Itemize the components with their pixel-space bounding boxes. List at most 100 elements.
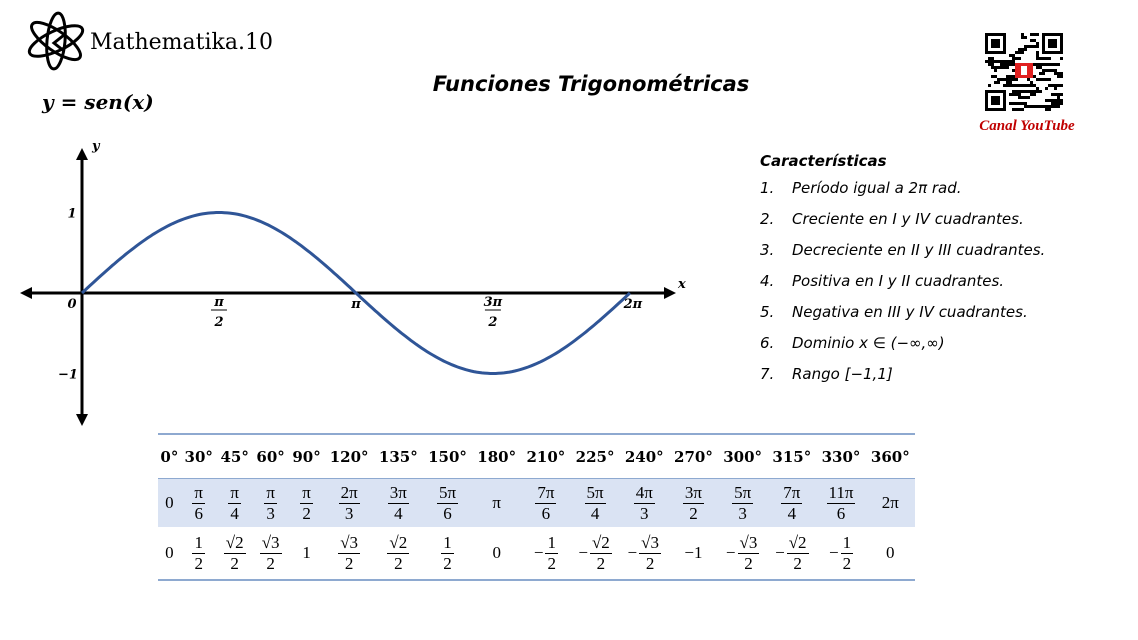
item-number: 2. xyxy=(760,210,775,228)
denominator: 2 xyxy=(230,553,239,573)
cell-value: −1 xyxy=(684,543,703,562)
radian-cell: 3π 4 xyxy=(373,478,423,527)
characteristics-list: Características 1. Período igual a 2π rad… xyxy=(760,152,1045,396)
numerator: √3 xyxy=(639,532,661,554)
numerator: π xyxy=(228,482,241,504)
item-number: 3. xyxy=(760,241,775,259)
youtube-channel-link[interactable]: Canal YouTube xyxy=(979,118,1075,134)
numerator: √3 xyxy=(338,532,361,554)
radian-cell: 5π 6 xyxy=(422,478,473,527)
fraction: √3 2 xyxy=(737,532,760,574)
fraction: 2π 3 xyxy=(338,483,360,524)
numerator: 4π xyxy=(633,482,655,504)
radian-cell: 3π 2 xyxy=(668,478,719,527)
cell-value: 0 xyxy=(165,543,174,562)
denominator: 2 xyxy=(842,553,852,573)
degree-cell: 225° xyxy=(570,433,620,479)
page-title: Funciones Trigonométricas xyxy=(432,72,750,96)
item-text: Positiva en I y II cuadrantes. xyxy=(792,272,1005,290)
sine-cell: 0 xyxy=(158,527,181,581)
radian-cell: 5π 3 xyxy=(718,478,768,527)
numerator: 7π xyxy=(535,482,557,504)
minus-sign: − xyxy=(828,543,839,562)
numerator: π xyxy=(264,482,277,504)
fraction: 5π 4 xyxy=(584,483,606,524)
degree-cell: 30° xyxy=(180,433,217,479)
characteristic-item: 1. Período igual a 2π rad. xyxy=(760,179,1045,210)
fraction: 7π 4 xyxy=(781,482,803,524)
item-text: Rango [−1,1] xyxy=(792,365,893,383)
brand-name: Mathematika.10 xyxy=(90,30,273,55)
numerator: 7π xyxy=(781,482,803,504)
degree-cell: 45° xyxy=(216,433,253,479)
denominator: 6 xyxy=(194,503,203,523)
fraction: √2 2 xyxy=(786,533,809,574)
characteristics-heading: Características xyxy=(760,152,887,170)
fraction: 5π 6 xyxy=(436,483,459,524)
characteristic-item: 2. Creciente en I y IV cuadrantes. xyxy=(760,210,1045,241)
degree-cell: 150° xyxy=(422,433,473,479)
sine-cell: √3 2 xyxy=(252,527,289,581)
denominator: 4 xyxy=(394,503,403,523)
item-text: Período igual a 2π rad. xyxy=(792,179,962,197)
fraction: √2 2 xyxy=(589,533,612,574)
atom-logo-icon xyxy=(27,11,85,71)
radian-cell: 5π 4 xyxy=(570,478,620,527)
x-tick-0: 0 xyxy=(67,297,76,312)
item-number: 6. xyxy=(760,334,775,352)
denominator: 2 xyxy=(194,553,203,573)
degree-cell: 0° xyxy=(158,433,181,479)
sine-cell: − √2 2 xyxy=(767,527,817,581)
numerator: π xyxy=(300,482,313,504)
minus-sign: − xyxy=(533,543,544,562)
denominator: 4 xyxy=(230,503,239,523)
x-tick-denominator: 2 xyxy=(213,315,223,330)
cell-value: 2π xyxy=(881,493,899,512)
x-tick-denominator: 2 xyxy=(487,315,497,330)
fraction: 4π 3 xyxy=(633,482,655,524)
numerator: 1 xyxy=(840,532,854,554)
function-formula: y = sen(x) xyxy=(42,90,154,114)
sine-cell: 0 xyxy=(865,527,915,581)
sine-cell: −1 2 xyxy=(816,527,866,581)
sine-curve xyxy=(80,211,631,375)
radian-cell: 4π 3 xyxy=(619,478,669,527)
x-axis-label: x xyxy=(677,277,686,292)
qr-code-icon[interactable] xyxy=(985,33,1063,111)
degree-cell: 330° xyxy=(816,433,866,479)
denominator: 6 xyxy=(443,503,452,523)
denominator: 2 xyxy=(645,553,655,573)
denominator: 2 xyxy=(689,503,698,523)
radian-cell: 2π 3 xyxy=(324,478,374,527)
characteristic-item: 5. Negativa en III y IV cuadrantes. xyxy=(760,303,1045,334)
item-text: Decreciente en II y III cuadrantes. xyxy=(792,241,1046,259)
sine-cell: − √3 2 xyxy=(619,527,669,581)
degree-cell: 180° xyxy=(472,433,522,479)
denominator: 2 xyxy=(793,553,802,573)
radian-cell: 0 xyxy=(158,478,181,527)
sine-cell: √2 2 xyxy=(216,527,253,581)
degree-cell: 90° xyxy=(288,433,325,479)
radian-cell: 7π 6 xyxy=(521,478,571,527)
numerator: √3 xyxy=(737,532,760,554)
denominator: 2 xyxy=(266,553,275,573)
numerator: 3π xyxy=(387,482,409,504)
denominator: 2 xyxy=(596,553,606,573)
x-axis-arrow-left xyxy=(20,287,32,299)
sine-cell: − √2 2 xyxy=(570,527,620,581)
degree-cell: 135° xyxy=(373,433,423,479)
fraction: 7π 6 xyxy=(535,482,557,524)
cell-value: 0 xyxy=(165,493,174,512)
item-number: 1. xyxy=(760,179,775,197)
item-number: 5. xyxy=(760,303,775,321)
radian-cell: 11π 6 xyxy=(816,478,866,527)
values-table: 0° 30° 45° 60° 90° 120° 135° 150° 180° 210° 225° 24… xyxy=(158,433,915,581)
item-text: Dominio x ∈ (−∞,∞) xyxy=(792,334,945,352)
